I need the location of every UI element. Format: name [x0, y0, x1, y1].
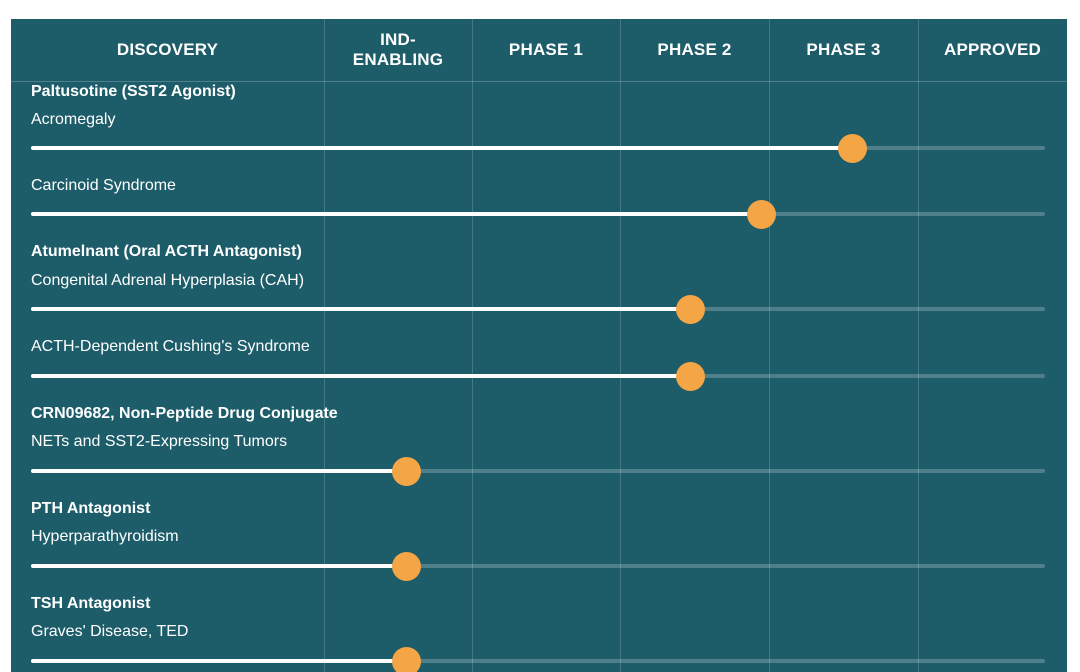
phase-gridline: [769, 19, 770, 672]
progress-marker: [392, 647, 421, 672]
progress-marker: [676, 295, 705, 324]
pipeline-chart: DISCOVERY IND- ENABLING PHASE 1 PHASE 2 PHAS…: [11, 19, 1067, 672]
phase-gridline: [324, 19, 325, 672]
progress-bar: [31, 307, 690, 311]
indication-label: Hyperparathyroidism: [31, 528, 179, 545]
phase-header-row: DISCOVERY IND- ENABLING PHASE 1 PHASE 2 PHAS…: [11, 19, 1067, 82]
phase-gridline: [918, 19, 919, 672]
progress-bar: [31, 659, 406, 663]
phase-header-phase-2: PHASE 2: [657, 40, 732, 59]
program-title: TSH Antagonist: [31, 595, 151, 612]
indication-label: Graves' Disease, TED: [31, 623, 189, 640]
progress-marker: [392, 457, 421, 486]
progress-track: [31, 564, 1045, 568]
indication-label: ACTH-Dependent Cushing's Syndrome: [31, 338, 310, 355]
program-title: CRN09682, Non-Peptide Drug Conjugate: [31, 405, 338, 422]
program-title: Atumelnant (Oral ACTH Antagonist): [31, 243, 302, 260]
indication-label: Congenital Adrenal Hyperplasia (CAH): [31, 272, 305, 289]
progress-track: [31, 659, 1045, 663]
phase-header-approved: APPROVED: [943, 40, 1041, 59]
progress-marker: [676, 362, 705, 391]
progress-bar: [31, 374, 690, 378]
program-title: Paltusotine (SST2 Agonist): [31, 83, 236, 100]
progress-bar: [31, 564, 406, 568]
indication-label: Carcinoid Syndrome: [31, 177, 176, 194]
progress-bar: [31, 469, 406, 473]
phase-header-discovery: DISCOVERY: [116, 40, 219, 59]
program-title: PTH Antagonist: [31, 500, 151, 517]
phase-header-phase-3: PHASE 3: [806, 40, 881, 59]
progress-bar: [31, 146, 852, 150]
progress-marker: [747, 200, 776, 229]
progress-marker: [838, 134, 867, 163]
indication-label: Acromegaly: [31, 111, 116, 128]
phase-header-phase-1: PHASE 1: [508, 40, 584, 59]
progress-marker: [392, 552, 421, 581]
phase-gridline: [472, 19, 473, 672]
phase-gridline: [620, 19, 621, 672]
progress-track: [31, 469, 1045, 473]
progress-bar: [31, 212, 761, 216]
indication-label: NETs and SST2-Expressing Tumors: [31, 433, 288, 450]
phase-header-ind-enabling: IND- ENABLING: [352, 30, 444, 69]
